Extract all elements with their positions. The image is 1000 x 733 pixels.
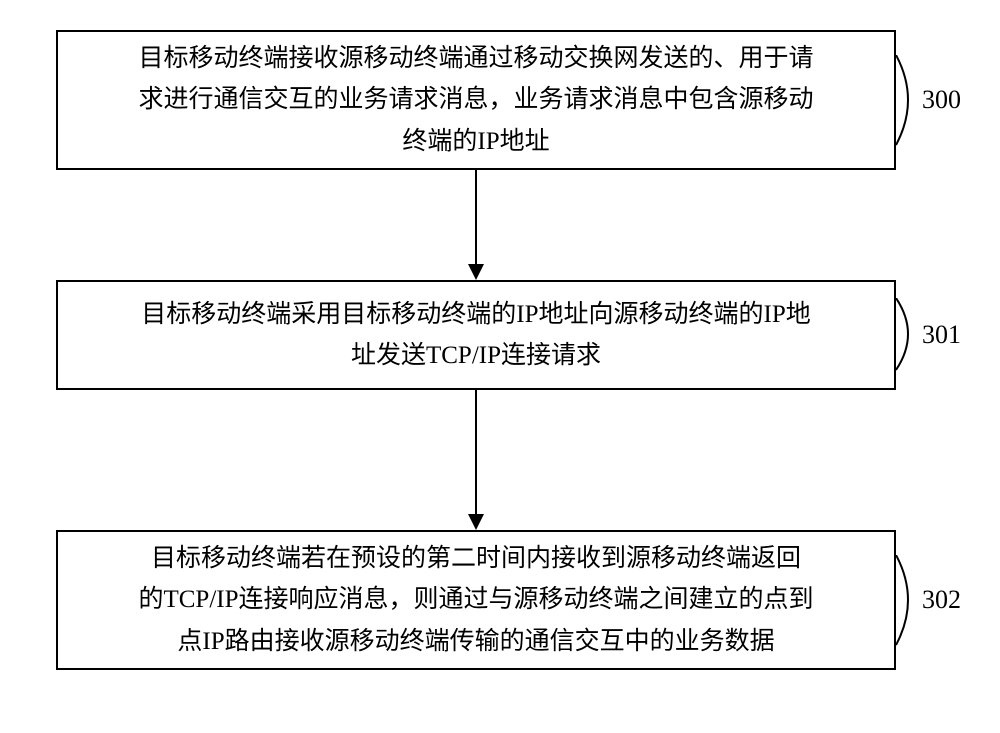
step-label-302: 302 bbox=[922, 585, 961, 615]
edge-300-301 bbox=[462, 170, 490, 282]
edge-301-302 bbox=[462, 390, 490, 532]
flow-node-301: 目标移动终端采用目标移动终端的IP地址向源移动终端的IP地 址发送TCP/IP连… bbox=[56, 280, 896, 390]
flow-node-302-text: 目标移动终端若在预设的第二时间内接收到源移动终端返回 的TCP/IP连接响应消息… bbox=[138, 538, 813, 662]
bracket-301 bbox=[896, 298, 924, 372]
flow-node-300-text: 目标移动终端接收源移动终端通过移动交换网发送的、用于请 求进行通信交互的业务请求… bbox=[138, 38, 813, 162]
step-label-300: 300 bbox=[922, 85, 961, 115]
step-label-301: 301 bbox=[922, 320, 961, 350]
bracket-300 bbox=[896, 55, 924, 147]
flowchart-canvas: 目标移动终端接收源移动终端通过移动交换网发送的、用于请 求进行通信交互的业务请求… bbox=[0, 0, 1000, 733]
flow-node-302: 目标移动终端若在预设的第二时间内接收到源移动终端返回 的TCP/IP连接响应消息… bbox=[56, 530, 896, 670]
flow-node-301-text: 目标移动终端采用目标移动终端的IP地址向源移动终端的IP地 址发送TCP/IP连… bbox=[141, 294, 810, 377]
bracket-302 bbox=[896, 555, 924, 647]
flow-node-300: 目标移动终端接收源移动终端通过移动交换网发送的、用于请 求进行通信交互的业务请求… bbox=[56, 30, 896, 170]
